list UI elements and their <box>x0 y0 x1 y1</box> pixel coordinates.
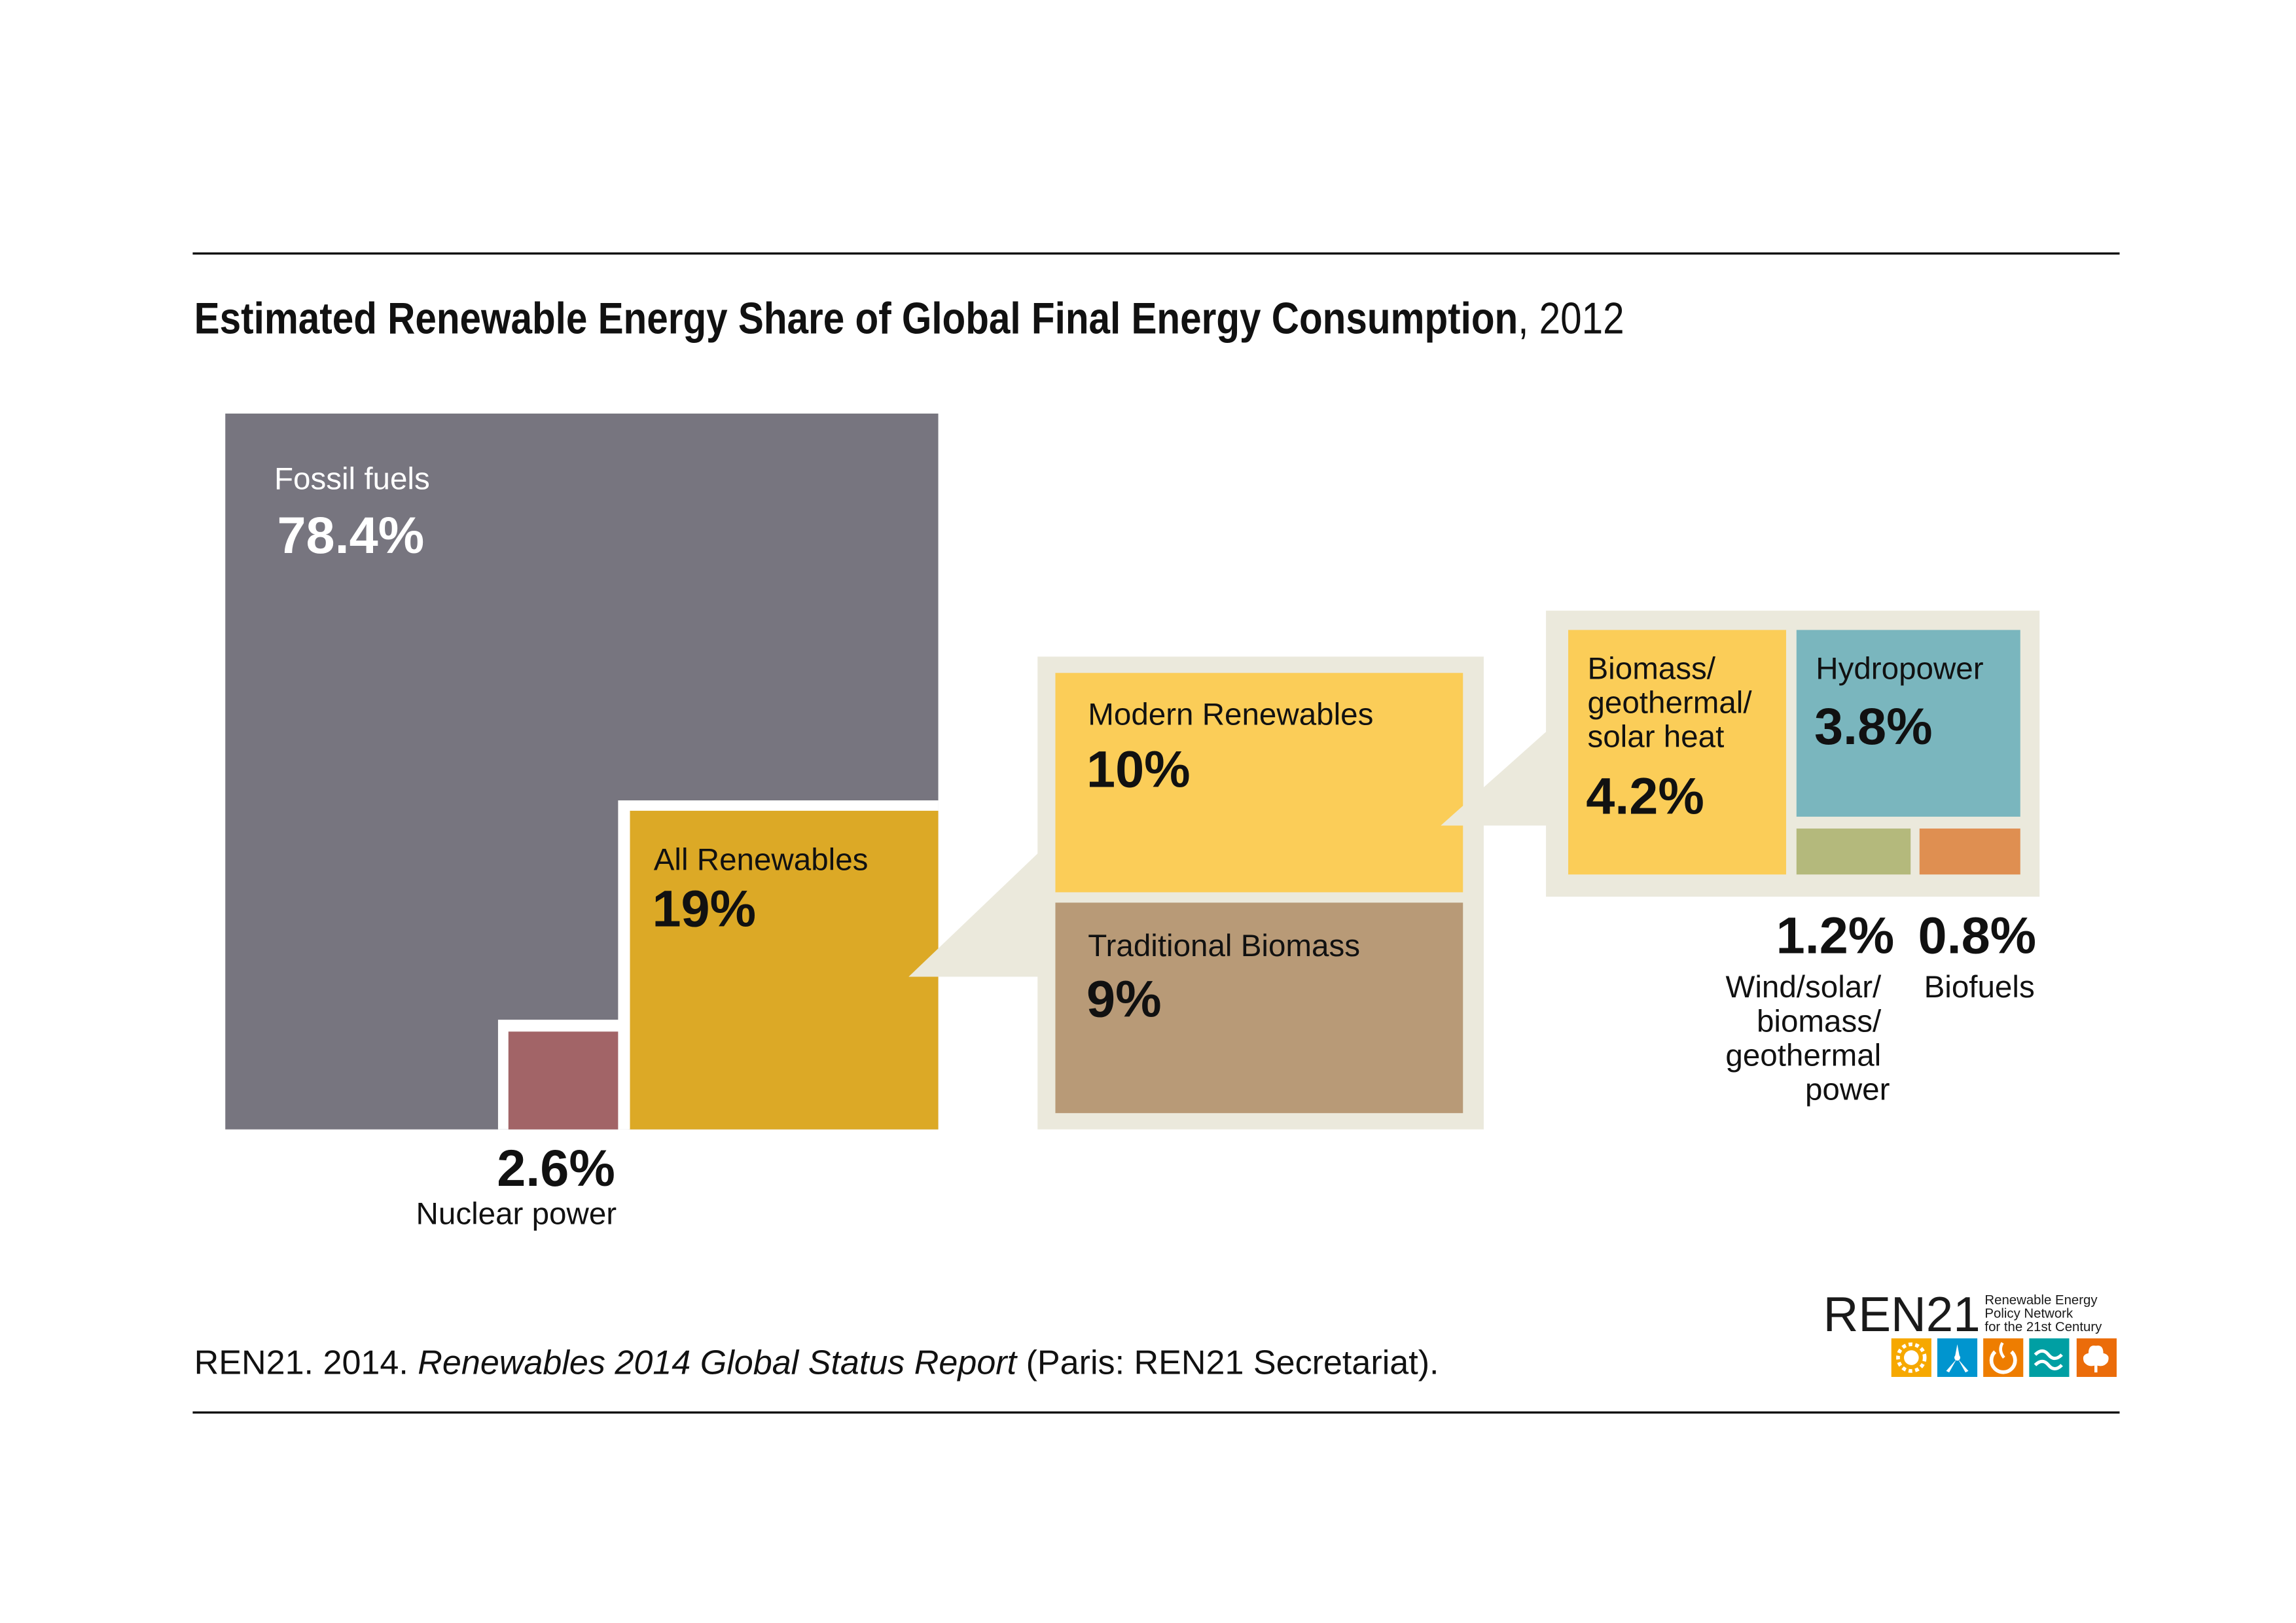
callout-connector-modern <box>1441 729 1549 826</box>
biofuels-label: Biofuels <box>1924 970 2035 1005</box>
sun-icon <box>1891 1338 1931 1377</box>
traditional-biomass-label: Traditional Biomass <box>1088 929 1360 963</box>
logo-tagline: Renewable Energy Policy Network for the … <box>1984 1293 2102 1334</box>
title-year: , 2012 <box>1518 294 1624 344</box>
wind-solar-power-value: 1.2% <box>1776 906 1895 964</box>
heat-label: Biomass/ geothermal/ solar heat <box>1587 651 1760 754</box>
heat-value: 4.2% <box>1586 766 1704 825</box>
ren21-logo: REN21 Renewable Energy Policy Network fo… <box>1823 1287 2117 1377</box>
water-wave-icon <box>2029 1338 2070 1377</box>
wind-solar-power-block <box>1796 829 1911 875</box>
hydropower-label: Hydropower <box>1816 651 1983 686</box>
callout-connector-renewables <box>908 851 1041 977</box>
traditional-biomass-block <box>1055 902 1463 1113</box>
heat-block <box>1568 630 1786 875</box>
chart-title: Estimated Renewable Energy Share of Glob… <box>194 294 1624 344</box>
modern-renewables-label: Modern Renewables <box>1088 698 1373 732</box>
svg-text:Estimated Renewable Energy Sha: Estimated Renewable Energy Share of Glob… <box>194 294 1624 344</box>
all-renewables-label: All Renewables <box>654 842 869 877</box>
nuclear-value: 2.6% <box>497 1139 615 1197</box>
wind-solar-power-label: Wind/solar/ biomass/ geothermal power <box>1725 970 1890 1107</box>
citation: REN21. 2014. Renewables 2014 Global Stat… <box>194 1344 1439 1382</box>
all-renewables-block <box>630 810 939 1130</box>
modern-renewables-block <box>1055 673 1463 893</box>
title-text: Estimated Renewable Energy Share of Glob… <box>194 294 1518 344</box>
nuclear-block <box>508 1031 619 1130</box>
geothermal-icon <box>1983 1338 2024 1377</box>
biofuels-value: 0.8% <box>1918 906 2037 964</box>
nuclear-label: Nuclear power <box>416 1197 617 1232</box>
logo-wordmark: REN21 <box>1823 1287 1981 1342</box>
leaf-icon <box>2076 1338 2117 1377</box>
all-renewables-value: 19% <box>652 880 756 938</box>
hydropower-block <box>1796 630 2020 817</box>
fossil-fuels-label: Fossil fuels <box>274 461 430 496</box>
hydropower-value: 3.8% <box>1814 697 1933 755</box>
biofuels-block <box>1919 829 2020 875</box>
fossil-fuels-value: 78.4% <box>277 506 424 564</box>
traditional-biomass-value: 9% <box>1086 970 1162 1028</box>
modern-renewables-value: 10% <box>1086 740 1191 798</box>
wind-turbine-icon <box>1937 1338 1978 1377</box>
